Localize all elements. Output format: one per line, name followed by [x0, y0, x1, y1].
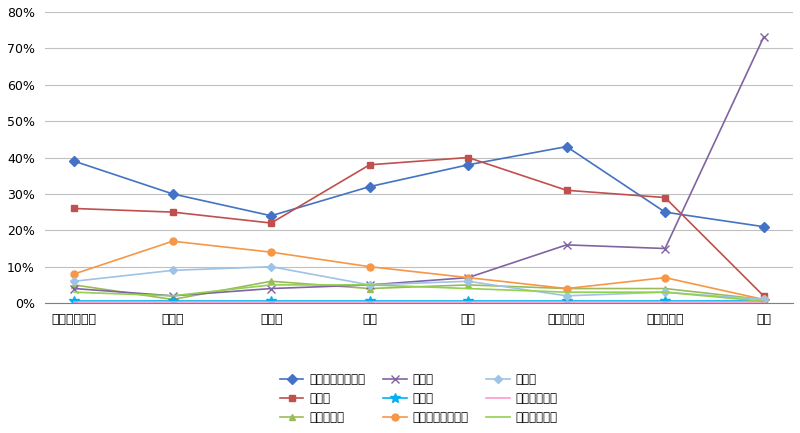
Legend: 就職・転職・転業, 転　勤, 退職・廃業, 就　学, 卒　業, 結婚・離婚・縁組, 住　宅, 交通の利便性, 生活の利便性: 就職・転職・転業, 転 勤, 退職・廃業, 就 学, 卒 業, 結婚・離婚・縁組… — [274, 367, 564, 430]
